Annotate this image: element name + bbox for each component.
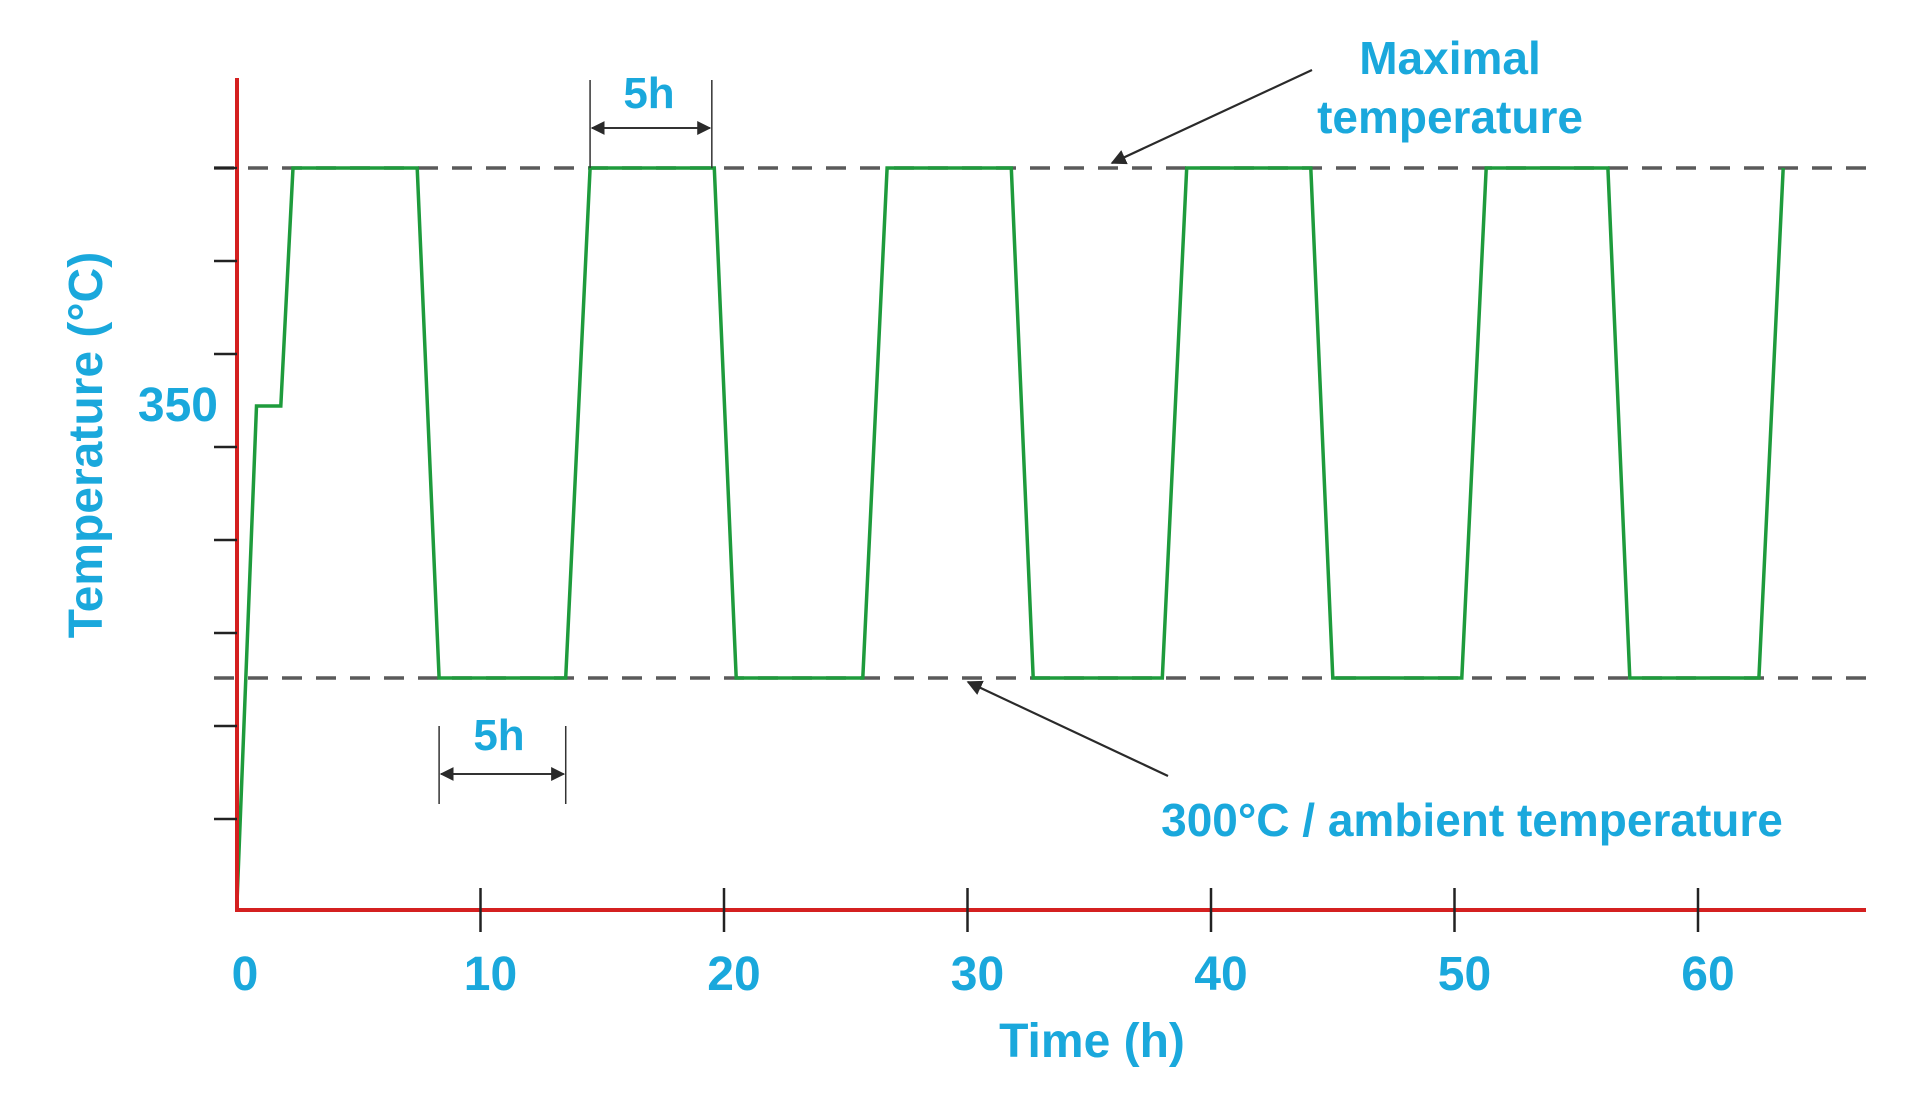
interval-label-top: 5h [623, 69, 674, 118]
x-tick-label: 30 [951, 948, 1004, 1001]
x-tick-label: 0 [232, 948, 259, 1001]
x-tick-label: 40 [1194, 948, 1247, 1001]
ambient-temperature-annotation: 300°C / ambient temperature [1161, 794, 1783, 846]
x-tick-label: 20 [707, 948, 760, 1001]
temperature-series-line [235, 166, 1785, 903]
x-tick-label: 50 [1438, 948, 1491, 1001]
axes [214, 78, 1866, 932]
maximal-temperature-pointer [1110, 69, 1313, 165]
y-tick-label-350: 350 [138, 379, 218, 432]
x-axis-title: Time (h) [999, 1015, 1185, 1068]
x-tick-label: 10 [464, 948, 517, 1001]
annotation-arrows [966, 69, 1313, 777]
interval-label-bottom: 5h [473, 711, 524, 760]
series-layer [235, 166, 1785, 903]
interval-markers [438, 80, 713, 804]
y-axis-title: Temperature (°C) [60, 252, 113, 638]
maximal-temperature-annotation-line2: temperature [1317, 91, 1583, 143]
reference-lines [214, 166, 1872, 680]
x-tick-labels: 0 10 20 30 40 50 60 [232, 948, 1735, 1001]
maximal-temperature-annotation-line1: Maximal [1359, 32, 1541, 84]
ambient-temperature-pointer [966, 680, 1169, 777]
x-tick-label: 60 [1681, 948, 1734, 1001]
